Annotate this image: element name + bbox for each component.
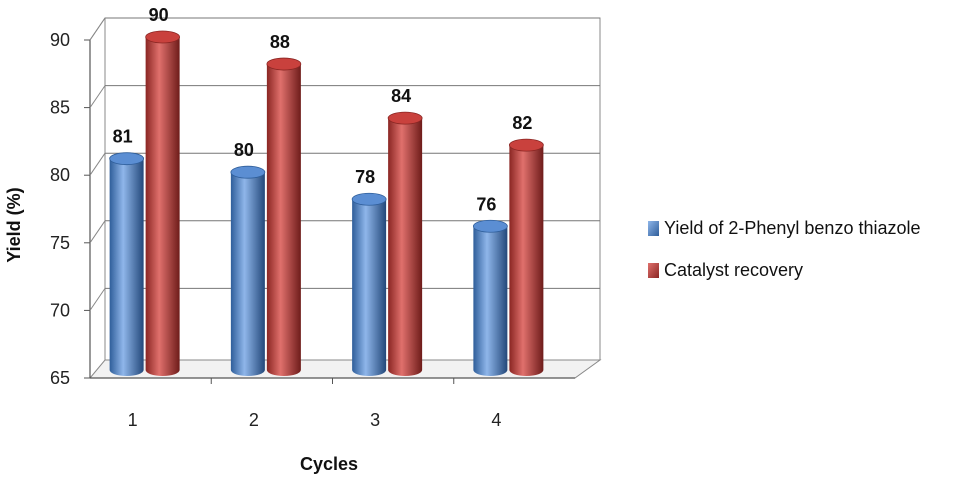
- data-label: 82: [512, 113, 532, 133]
- bar-top: [230, 165, 266, 179]
- bar-top: [472, 219, 508, 233]
- bars: [109, 30, 544, 377]
- bar: [109, 152, 145, 376]
- bar: [387, 111, 423, 377]
- bar-top: [351, 192, 387, 206]
- x-axis-title: Cycles: [300, 454, 358, 474]
- x-tick-label: 4: [491, 410, 501, 430]
- gridline-depth: [89, 288, 106, 311]
- y-tick-label: 70: [50, 300, 70, 320]
- y-tick-label: 75: [50, 233, 70, 253]
- data-label: 80: [234, 140, 254, 160]
- y-tick-label: 85: [50, 98, 70, 118]
- data-labels: 81 90 80 88 78 84 76 82: [113, 5, 533, 214]
- gridline-depth: [89, 85, 106, 108]
- bar-top: [145, 30, 181, 44]
- y-tick-labels: 65 70 75 80 85 90: [50, 30, 70, 388]
- y-tick-label: 90: [50, 30, 70, 50]
- y-tick-label: 80: [50, 165, 70, 185]
- bar-top: [109, 152, 145, 166]
- data-label: 78: [355, 167, 375, 187]
- data-label: 90: [149, 5, 169, 25]
- gridline-depth: [89, 17, 106, 41]
- data-label: 81: [113, 127, 133, 147]
- legend-swatch: [648, 263, 659, 278]
- legend-item: Catalyst recovery: [648, 260, 803, 280]
- data-label: 84: [391, 86, 411, 106]
- bar-body: [352, 199, 387, 376]
- x-tick-label: 3: [370, 410, 380, 430]
- legend-label: Catalyst recovery: [664, 260, 803, 280]
- bar: [472, 219, 508, 376]
- bar-body: [473, 226, 508, 376]
- gridline-depth: [89, 152, 106, 176]
- bar-body: [509, 145, 544, 376]
- bar-body: [266, 64, 301, 376]
- bar-body: [109, 158, 144, 376]
- bar: [145, 30, 181, 376]
- data-label: 76: [476, 194, 496, 214]
- bar-top: [387, 111, 423, 125]
- bar-body: [230, 172, 265, 376]
- bar-top: [508, 138, 544, 152]
- bar: [351, 192, 387, 376]
- legend-swatch: [648, 221, 659, 236]
- y-axis-title: Yield (%): [4, 187, 24, 262]
- bar: [266, 57, 302, 376]
- bar-body: [388, 118, 423, 377]
- x-tick-label: 2: [249, 410, 259, 430]
- bar-body: [145, 37, 180, 376]
- data-label: 88: [270, 32, 290, 52]
- legend-label: Yield of 2-Phenyl benzo thiazole: [664, 218, 921, 238]
- bar: [230, 165, 266, 376]
- gridline-depth: [89, 220, 106, 244]
- bar: [508, 138, 544, 376]
- legend: Yield of 2-Phenyl benzo thiazole Catalyst…: [648, 218, 921, 280]
- y-tick-label: 65: [50, 368, 70, 388]
- legend-item: Yield of 2-Phenyl benzo thiazole: [648, 218, 921, 238]
- x-tick-label: 1: [128, 410, 138, 430]
- x-tick-labels: 1 2 3 4: [128, 378, 501, 430]
- bar-top: [266, 57, 302, 71]
